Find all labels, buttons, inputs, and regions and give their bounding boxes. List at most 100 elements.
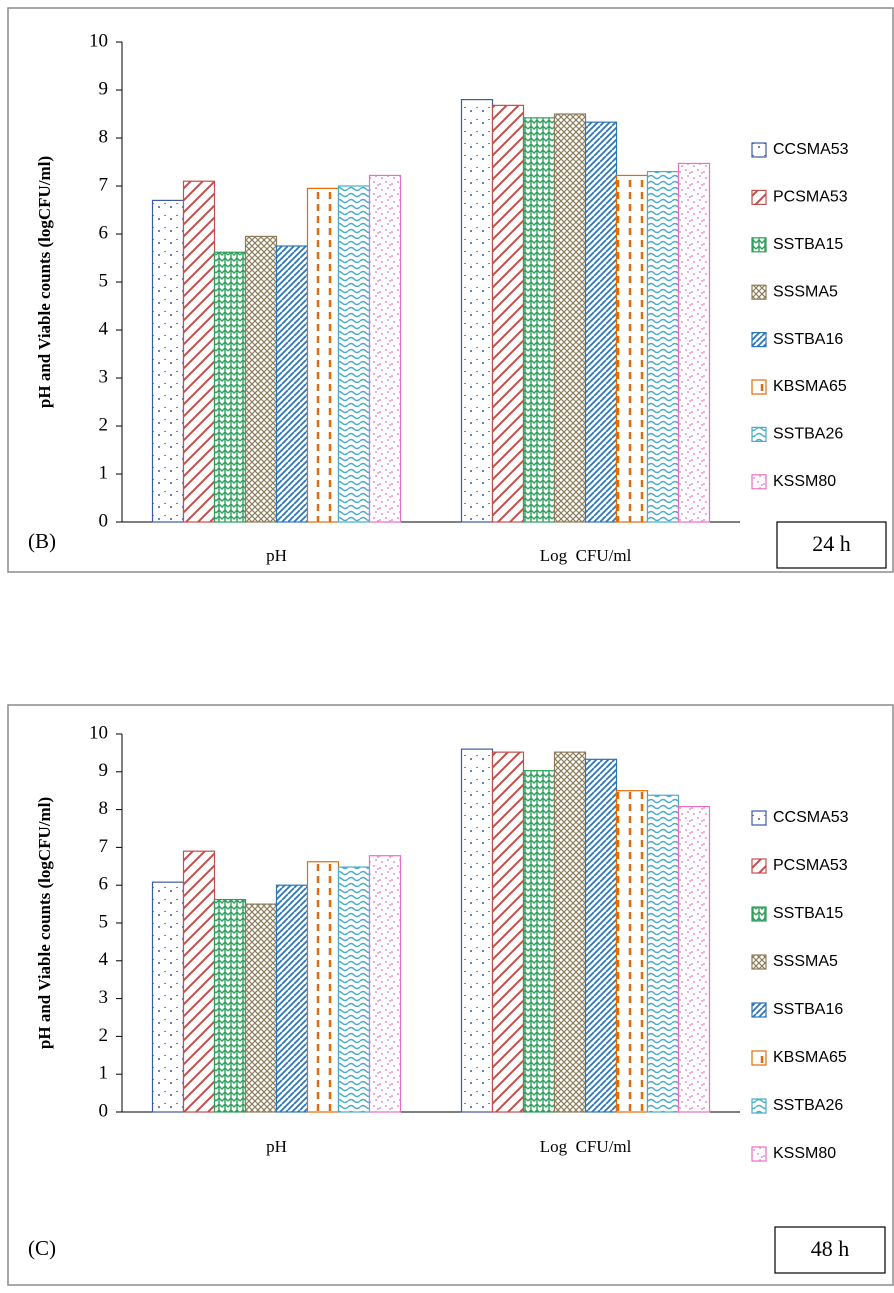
y-tick-label: 7 <box>99 174 109 195</box>
legend-swatch <box>751 379 767 395</box>
y-tick-label: 10 <box>89 722 108 743</box>
legend-label: SSTBA26 <box>773 1097 843 1114</box>
y-tick-label: 3 <box>99 366 109 387</box>
bar <box>584 121 618 523</box>
bar <box>522 117 556 523</box>
bar <box>584 758 618 1113</box>
annotation: 24 h <box>812 531 851 556</box>
legend-label: KBSMA65 <box>773 378 847 395</box>
bar <box>677 162 711 523</box>
legend-label: CCSMA53 <box>773 141 849 158</box>
legend-swatch <box>751 1146 767 1162</box>
bar <box>491 104 525 523</box>
bar <box>275 884 309 1113</box>
y-tick-label: 0 <box>99 1100 109 1121</box>
x-tick-label: Log CFU/ml <box>540 546 632 565</box>
y-tick-label: 7 <box>99 836 109 857</box>
y-tick-label: 6 <box>99 874 109 895</box>
bar <box>182 850 216 1113</box>
legend-label: SSTBA15 <box>773 236 843 253</box>
y-tick-label: 8 <box>99 126 109 147</box>
y-tick-label: 6 <box>99 222 109 243</box>
bar <box>460 748 494 1113</box>
chart-panel: 0 1 2 3 4 5 6 7 8 9 10 pH and Viable counts (logCFU… <box>7 7 894 573</box>
bar <box>213 251 247 523</box>
bar <box>337 866 371 1113</box>
legend-swatch <box>751 1098 767 1114</box>
legend-label: PCSMA53 <box>773 857 848 874</box>
bar <box>460 98 494 523</box>
bar <box>368 174 402 523</box>
bar <box>615 174 649 523</box>
bar <box>182 180 216 523</box>
y-tick-label: 9 <box>99 78 109 99</box>
bar <box>677 805 711 1113</box>
panel-frame <box>7 7 894 573</box>
legend-swatch <box>751 474 767 490</box>
y-tick-label: 2 <box>99 414 109 435</box>
y-tick-label: 5 <box>99 270 109 291</box>
bar <box>306 861 340 1113</box>
legend-swatch <box>751 858 767 874</box>
bar <box>491 751 525 1113</box>
y-tick-label: 5 <box>99 911 109 932</box>
annotation: 48 h <box>811 1236 850 1261</box>
legend-label: SSTBA16 <box>773 331 843 348</box>
bar <box>522 770 556 1113</box>
bar <box>553 113 587 523</box>
legend-label: KSSM80 <box>773 473 836 490</box>
y-tick-label: 2 <box>99 1025 109 1046</box>
legend-swatch <box>751 189 767 205</box>
bar <box>151 199 185 523</box>
y-tick-label: 0 <box>99 510 109 531</box>
legend-label: SSTBA16 <box>773 1001 843 1018</box>
legend-label: KBSMA65 <box>773 1049 847 1066</box>
legend-swatch <box>751 810 767 826</box>
legend-label: SSSMA5 <box>773 953 838 970</box>
legend-swatch <box>751 332 767 348</box>
legend-label: CCSMA53 <box>773 809 849 826</box>
chart-panel: 0 1 2 3 4 5 6 7 8 9 10 pH and Viable counts (logCFU… <box>7 704 894 1286</box>
bar <box>553 751 587 1113</box>
legend-label: SSSMA5 <box>773 283 838 300</box>
y-tick-label: 10 <box>89 30 108 51</box>
bar <box>615 790 649 1113</box>
legend-swatch <box>751 906 767 922</box>
annotation-box <box>774 1226 886 1274</box>
legend-label: SSTBA26 <box>773 426 843 443</box>
y-tick-label: 9 <box>99 760 109 781</box>
y-tick-label: 1 <box>99 1063 109 1084</box>
legend-swatch <box>751 284 767 300</box>
y-tick-label: 4 <box>99 949 109 970</box>
y-tick-label: 3 <box>99 987 109 1008</box>
legend-swatch <box>751 954 767 970</box>
y-tick-label: 4 <box>99 318 109 339</box>
bar <box>368 855 402 1113</box>
bar <box>151 881 185 1113</box>
bar <box>244 235 278 523</box>
bar <box>646 171 680 523</box>
legend-label: KSSM80 <box>773 1145 836 1162</box>
y-axis-label: pH and Viable counts (logCFU/ml) <box>35 797 54 1049</box>
panel-label: (B) <box>28 529 56 553</box>
bar <box>306 187 340 523</box>
legend-swatch <box>751 1050 767 1066</box>
annotation-box <box>776 521 887 569</box>
y-tick-label: 8 <box>99 798 109 819</box>
y-tick-label: 1 <box>99 462 109 483</box>
x-tick-label: pH <box>266 546 287 565</box>
x-tick-label: pH <box>266 1137 287 1156</box>
legend-swatch <box>751 426 767 442</box>
legend-label: PCSMA53 <box>773 189 848 206</box>
panel-frame <box>7 704 894 1286</box>
x-tick-label: Log CFU/ml <box>540 1137 632 1156</box>
y-axis-label: pH and Viable counts (logCFU/ml) <box>35 156 54 408</box>
bar <box>244 903 278 1113</box>
bar <box>646 794 680 1113</box>
bar <box>337 185 371 523</box>
legend-swatch <box>751 1002 767 1018</box>
bar <box>275 245 309 523</box>
legend-swatch <box>751 237 767 253</box>
panel-label: (C) <box>28 1236 56 1260</box>
